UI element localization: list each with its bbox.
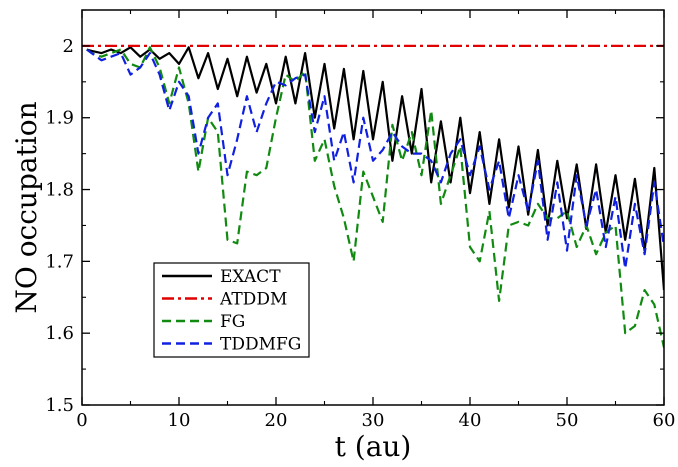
- legend-label-exact: EXACT: [220, 267, 281, 287]
- x-tick-label: 30: [362, 410, 385, 431]
- y-tick-label: 2: [63, 36, 74, 57]
- x-tick-label: 20: [265, 410, 288, 431]
- x-tick-label: 50: [556, 410, 579, 431]
- series-line-tddmfg: [86, 48, 664, 270]
- legend-box: [153, 262, 310, 358]
- ticks-layer: 0 10 20 30 40 50 60 1.5 1.6 1.7 1.8 1.9 2: [45, 9, 676, 431]
- series-line-exact: [86, 46, 664, 291]
- y-tick-label: 1.9: [45, 108, 74, 129]
- y-tick-label: 1.8: [45, 180, 74, 201]
- x-axis-title: t (au): [335, 430, 412, 463]
- x-tick-label: 60: [653, 410, 676, 431]
- legend-label-fg: FG: [220, 312, 245, 332]
- y-axis-title: NO occupation: [10, 101, 43, 313]
- x-tick-label: 10: [168, 410, 191, 431]
- y-tick-label: 1.7: [45, 251, 74, 272]
- x-tick-label: 40: [459, 410, 482, 431]
- legend-label-tddmfg: TDDMFG: [220, 335, 301, 355]
- x-tick-label: 0: [76, 410, 87, 431]
- series-layer: [82, 44, 664, 348]
- y-tick-label: 1.6: [45, 323, 74, 344]
- y-tick-label: 1.5: [45, 395, 74, 416]
- legend-label-atddm: ATDDM: [219, 290, 287, 310]
- series-line-fg: [86, 46, 664, 348]
